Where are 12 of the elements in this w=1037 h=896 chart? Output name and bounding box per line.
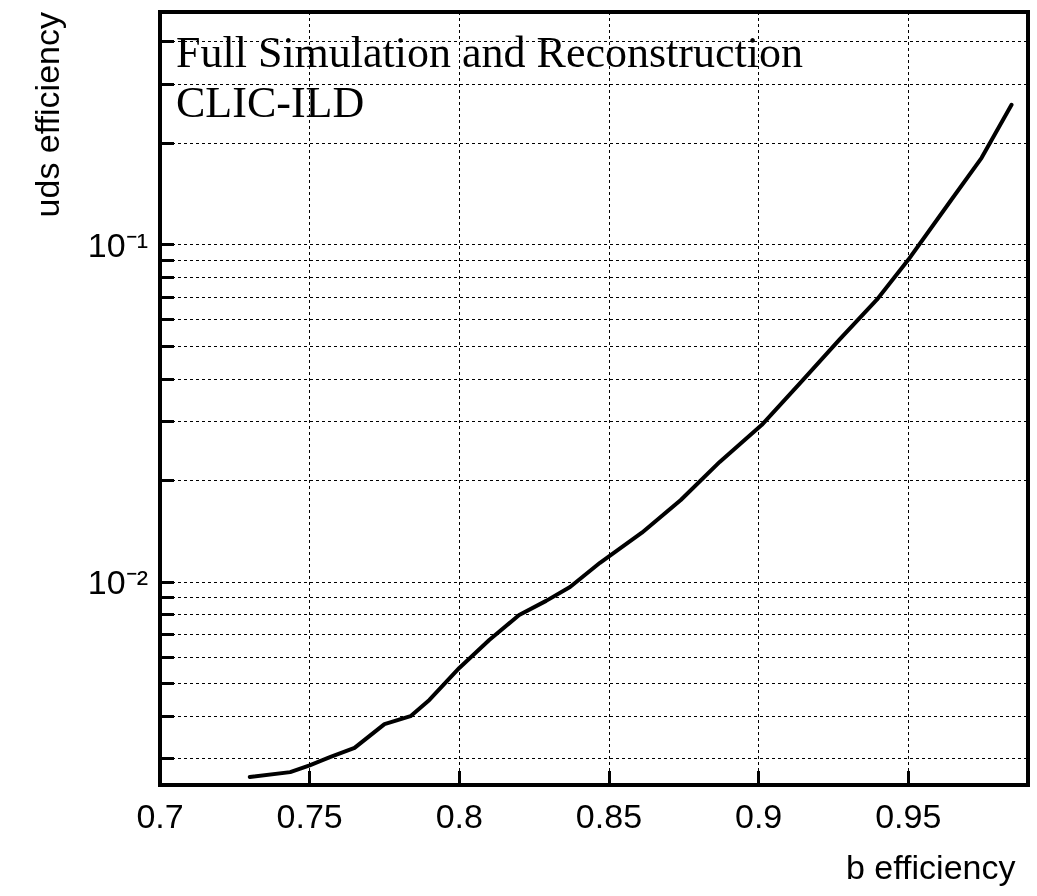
annotation: Full Simulation and Reconstruction bbox=[176, 27, 803, 77]
x-tick-label: 0.8 bbox=[435, 797, 483, 835]
y-tick-label: 10⁻² bbox=[87, 562, 148, 601]
annotation: CLIC-ILD bbox=[176, 77, 365, 127]
x-tick-label: 0.7 bbox=[136, 797, 184, 835]
x-tick-label: 0.9 bbox=[734, 797, 783, 835]
x-tick-label: 0.95 bbox=[875, 797, 942, 835]
y-axis-title: uds efficiency bbox=[28, 12, 66, 218]
x-axis-title: b efficiency bbox=[846, 848, 1016, 886]
x-tick-label: 0.75 bbox=[276, 797, 343, 835]
y-tick-label: 10⁻¹ bbox=[87, 225, 148, 264]
x-tick-label: 0.85 bbox=[575, 797, 643, 835]
